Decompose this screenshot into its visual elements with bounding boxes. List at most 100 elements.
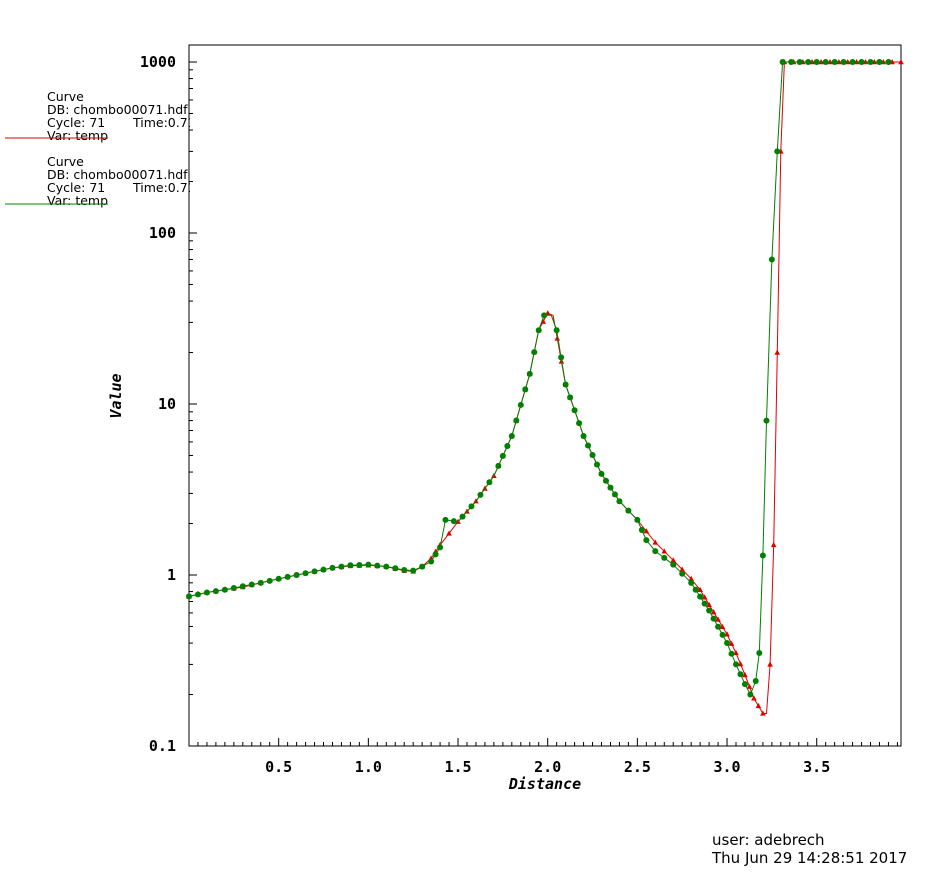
data-point (553, 327, 560, 334)
data-point (203, 589, 210, 596)
data-point (679, 566, 685, 572)
data-point (526, 370, 533, 377)
legend-cycle: Cycle: 71 (47, 180, 105, 195)
data-point (768, 256, 775, 263)
data-point (719, 631, 726, 638)
data-point (432, 551, 439, 558)
y-axis-title: Value (107, 373, 125, 418)
data-point (401, 566, 408, 573)
data-point (652, 548, 659, 555)
data-point (774, 148, 781, 155)
footer-user: user: adebrech (712, 831, 825, 849)
data-point (805, 59, 812, 65)
data-point (652, 539, 659, 545)
x-tick-label: 3.5 (803, 758, 830, 776)
footer-date: Thu Jun 29 14:28:51 2017 (712, 849, 908, 867)
data-point (486, 479, 493, 486)
data-point (383, 563, 390, 570)
data-point (212, 588, 219, 595)
data-point (508, 432, 515, 439)
x-tick-label: 2.5 (624, 758, 651, 776)
data-point (733, 661, 740, 668)
data-point (320, 566, 327, 573)
data-point (616, 498, 623, 505)
data-point (625, 507, 632, 514)
legend-clip (190, 90, 200, 210)
tick-labels: 0.5 1.0 1.5 2.0 2.5 3.0 3.5 0.1 1 10 100 1000 (140, 53, 830, 776)
data-point (876, 59, 883, 65)
data-point (562, 381, 569, 388)
data-point (746, 683, 753, 689)
legend-entry-1: Curve DB: chombo00071.hdf Cycle: 71 Time… (5, 89, 196, 143)
data-point (774, 349, 781, 355)
data-point (692, 586, 699, 593)
data-point (638, 526, 645, 533)
data-point (701, 594, 708, 600)
legend-var: Var: temp (47, 128, 108, 143)
data-point (221, 586, 228, 593)
data-point (495, 462, 502, 469)
data-point (499, 452, 506, 459)
data-point (822, 59, 829, 65)
x-tick-label: 0.5 (265, 758, 292, 776)
data-point (770, 541, 777, 548)
data-point (728, 640, 735, 646)
data-point (504, 442, 511, 449)
data-point (737, 671, 744, 678)
data-point (670, 557, 677, 563)
data-point (759, 552, 766, 559)
data-point (715, 623, 722, 630)
data-point (576, 420, 583, 427)
data-point (356, 561, 363, 568)
data-point (266, 577, 273, 584)
data-point (410, 567, 417, 574)
data-point (558, 354, 565, 361)
data-point (643, 537, 650, 544)
data-point (706, 601, 712, 607)
data-point (428, 558, 435, 565)
data-point (710, 615, 717, 622)
data-point (580, 432, 587, 439)
data-point (311, 568, 318, 575)
data-point (607, 484, 614, 491)
data-point (186, 593, 192, 600)
data-point (535, 327, 542, 334)
data-point (710, 609, 717, 615)
data-point (541, 312, 548, 319)
data-point (365, 561, 372, 568)
data-point (742, 672, 748, 678)
data-point (293, 572, 300, 578)
data-point (898, 59, 904, 65)
data-point (760, 710, 766, 716)
data-point (813, 59, 820, 65)
data-point (442, 516, 449, 523)
plot-frame (188, 44, 902, 747)
data-point (567, 394, 574, 401)
data-point (788, 59, 795, 65)
data-point (752, 677, 759, 684)
y-tick-label: 1000 (140, 53, 176, 71)
data-point (275, 575, 282, 582)
legend-title: Curve (47, 154, 84, 169)
y-tick-label: 100 (149, 224, 176, 242)
series-1 (186, 59, 904, 716)
data-point (670, 561, 677, 568)
data-point (724, 640, 731, 647)
data-point (347, 562, 354, 569)
data-point (477, 491, 484, 498)
data-point (513, 417, 520, 424)
legend-var: Var: temp (47, 193, 108, 208)
data-point (867, 59, 874, 65)
data-point (602, 477, 609, 484)
data-point (239, 583, 246, 590)
data-point (248, 581, 255, 588)
legend: Curve DB: chombo00071.hdf Cycle: 71 Time… (5, 89, 196, 208)
data-point (329, 564, 336, 571)
data-point (737, 661, 744, 667)
series-line (188, 61, 889, 696)
data-point (459, 513, 466, 520)
data-point (419, 563, 426, 570)
data-point (701, 600, 708, 607)
legend-time: Time:0.71 (132, 180, 196, 195)
